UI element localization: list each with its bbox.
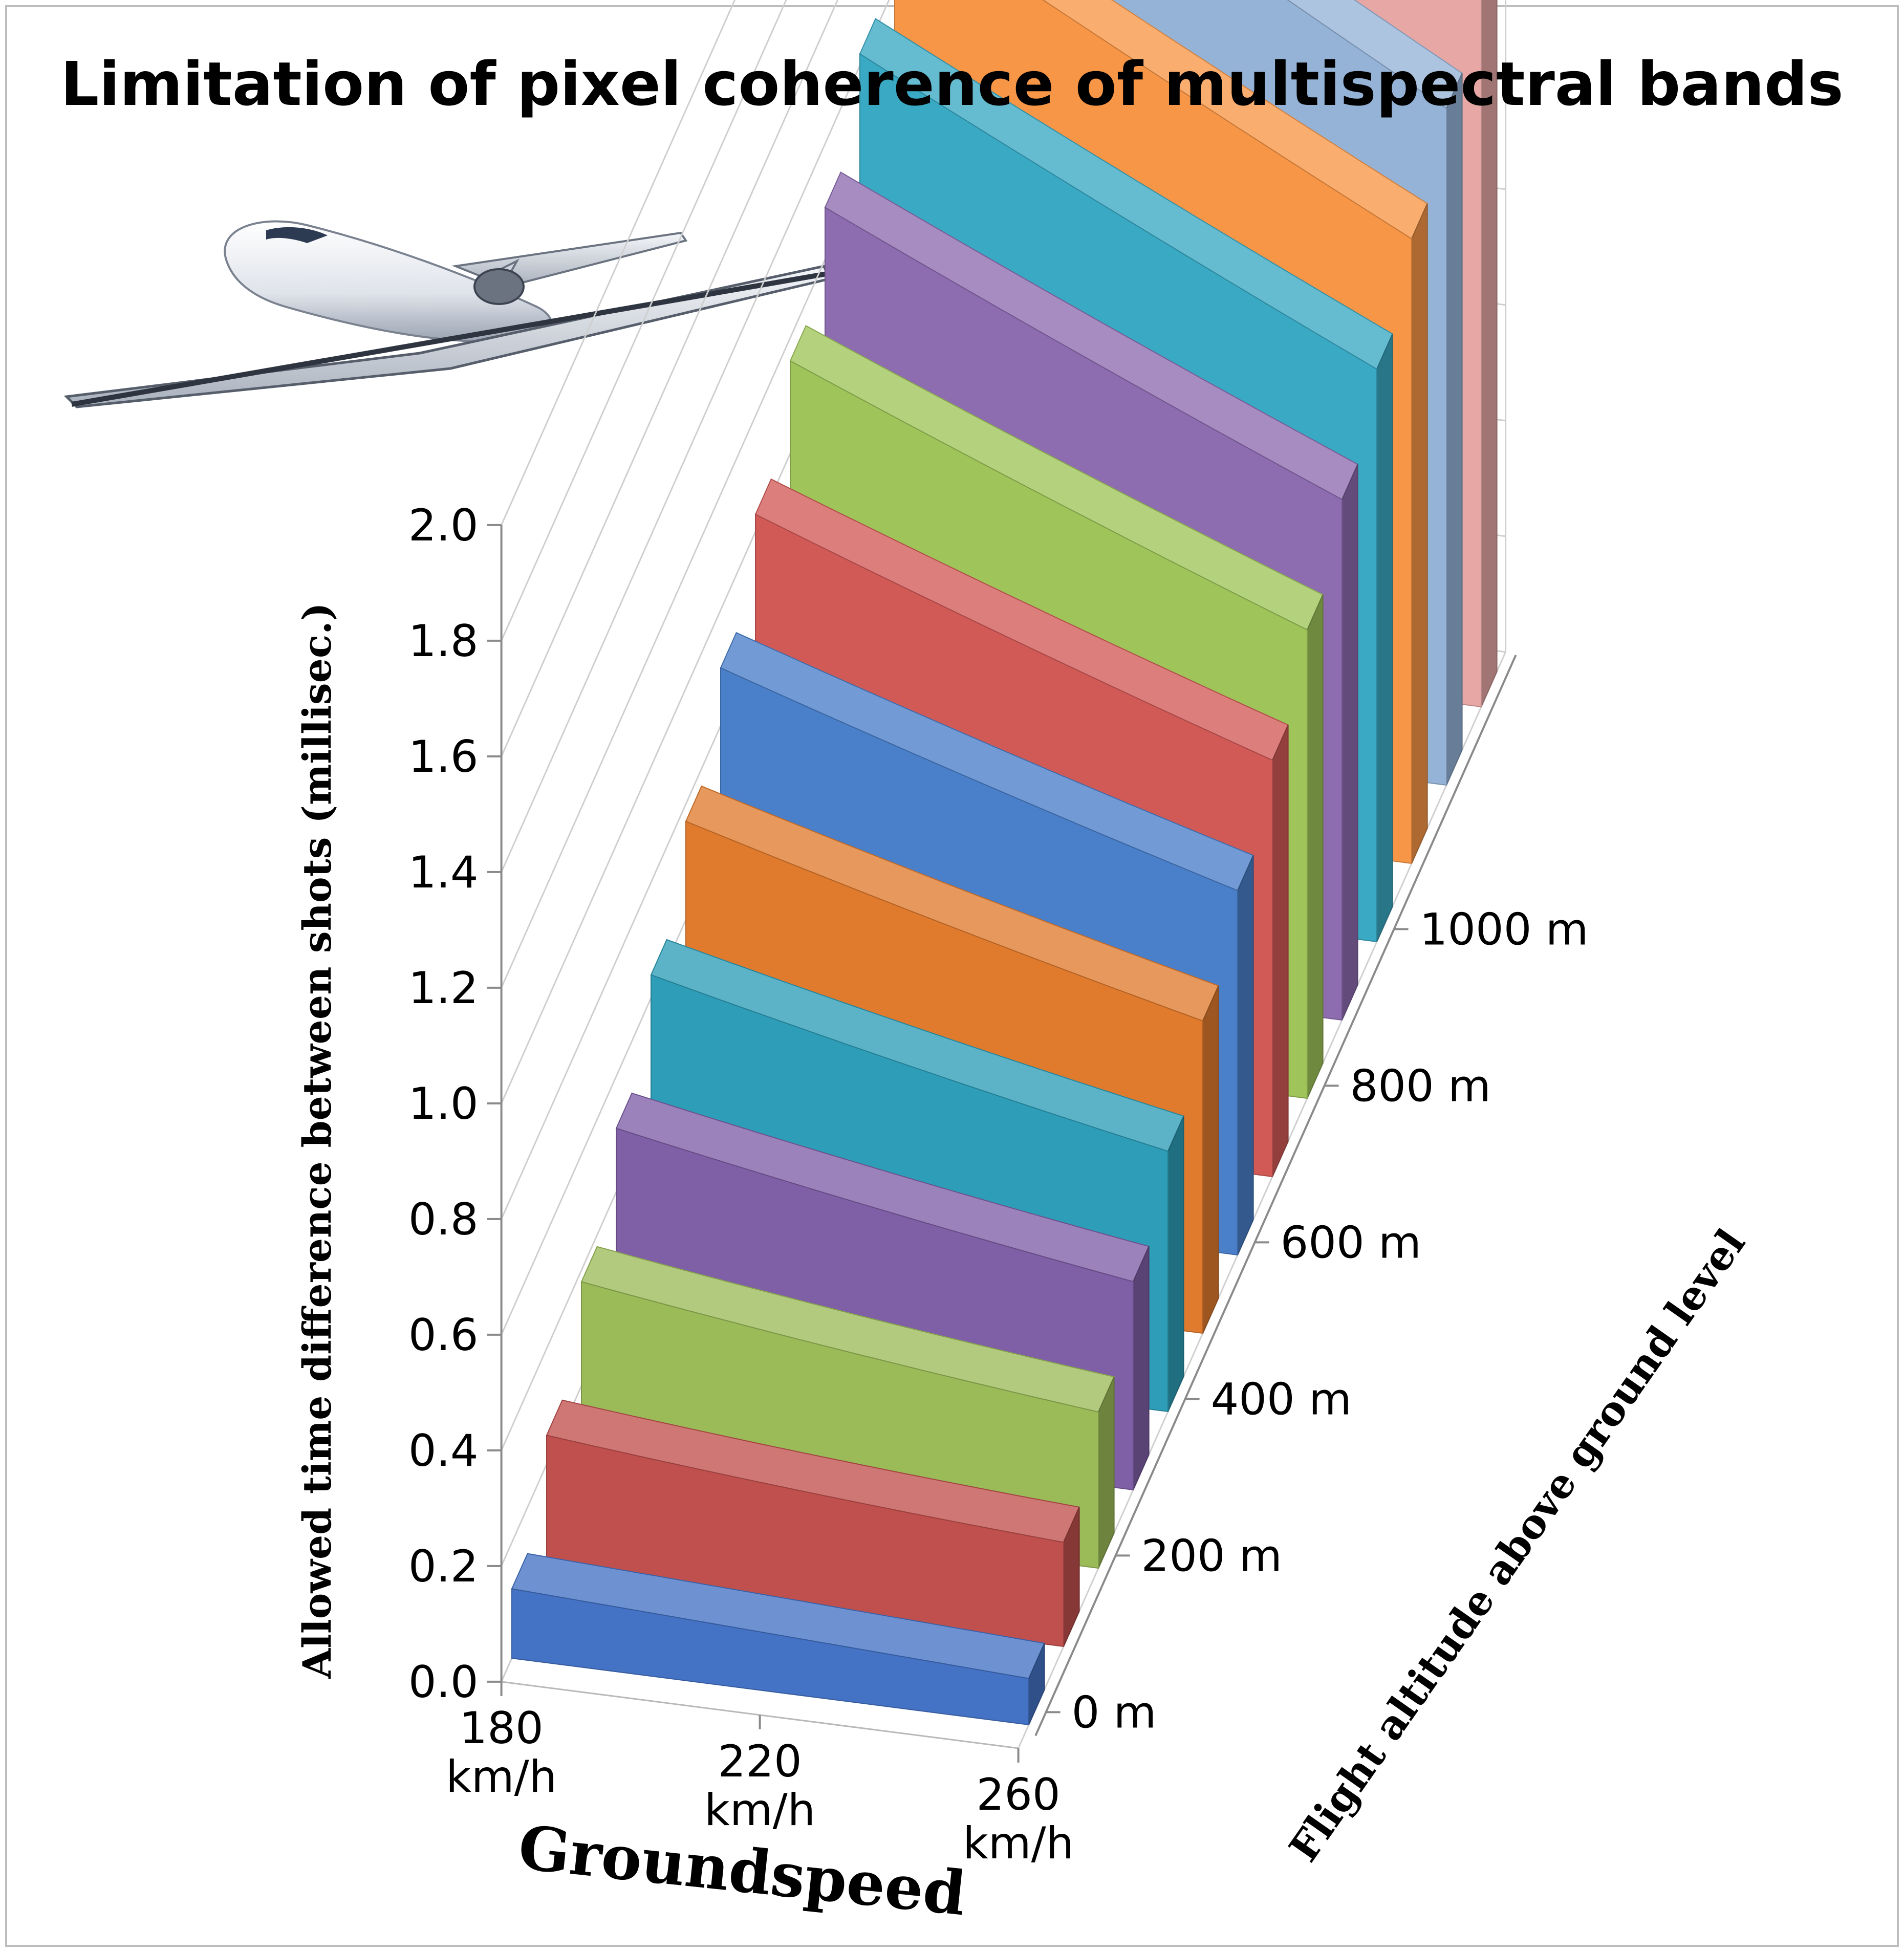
- x-tick-unit: km/h: [963, 1818, 1074, 1869]
- chart-title: Limitation of pixel coherence of multisp…: [60, 49, 1844, 119]
- x-tick-unit: km/h: [446, 1751, 557, 1803]
- airplane-engine: [473, 268, 525, 305]
- z-tick-label: 0 m: [1072, 1687, 1157, 1738]
- z-tick-label: 1000 m: [1420, 904, 1589, 955]
- ribbon-end-cap: [1167, 1116, 1184, 1412]
- z-tick-label: 200 m: [1141, 1530, 1282, 1581]
- y-gridline: [501, 0, 839, 757]
- series-ribbon-0m: [511, 1553, 1046, 1726]
- y-tick-label: 0.4: [408, 1425, 479, 1477]
- ribbon-end-cap: [1411, 203, 1428, 864]
- y-tick-label: 0.0: [408, 1657, 479, 1708]
- chart-axes: 0.00.20.40.60.81.01.21.41.61.82.0180km/h…: [408, 500, 1589, 1869]
- airplane-cockpit-window: [266, 227, 328, 243]
- x-tick-label: 220: [718, 1736, 802, 1787]
- ribbon-end-cap: [1202, 985, 1219, 1334]
- y-tick-label: 1.6: [408, 731, 479, 783]
- ribbon-end-cap: [1307, 594, 1324, 1099]
- x-tick-unit: km/h: [704, 1785, 815, 1836]
- y-gridline: [501, 0, 736, 526]
- ribbon-end-cap: [1133, 1246, 1150, 1490]
- z-tick-label: 600 m: [1281, 1217, 1421, 1268]
- ribbon-end-cap: [1272, 725, 1289, 1177]
- y-tick-label: 0.8: [408, 1194, 479, 1245]
- x-tick-label: 180: [460, 1703, 544, 1754]
- y-tick-label: 0.2: [408, 1541, 479, 1592]
- y-gridline: [501, 0, 890, 873]
- x-tick-label: 260: [977, 1769, 1061, 1820]
- y-tick-label: 1.2: [408, 963, 479, 1014]
- chart-series-group: [511, 0, 1498, 1726]
- ribbon-front-face: [511, 1588, 1029, 1726]
- airplane-illustration: [63, 220, 831, 408]
- y-tick-label: 0.6: [408, 1310, 479, 1361]
- y-tick-label: 1.8: [408, 616, 479, 667]
- ribbon-end-cap: [1098, 1376, 1115, 1569]
- y-gridline: [501, 0, 787, 641]
- airplane-wing-edge: [71, 271, 827, 407]
- y-axis-label: Allowed time difference between shots (m…: [294, 602, 340, 1679]
- ribbon-end-cap: [1376, 334, 1393, 942]
- z-tick-label: 800 m: [1350, 1060, 1491, 1112]
- y-tick-label: 1.4: [408, 847, 479, 898]
- y-tick-label: 1.0: [408, 1078, 479, 1130]
- ribbon-end-cap: [1237, 855, 1254, 1255]
- y-gridline: [501, 0, 941, 988]
- ribbon-end-cap: [1342, 464, 1358, 1021]
- z-tick-label: 400 m: [1211, 1374, 1352, 1425]
- ribbon-end-cap: [1446, 73, 1463, 786]
- y-tick-label: 2.0: [408, 500, 479, 551]
